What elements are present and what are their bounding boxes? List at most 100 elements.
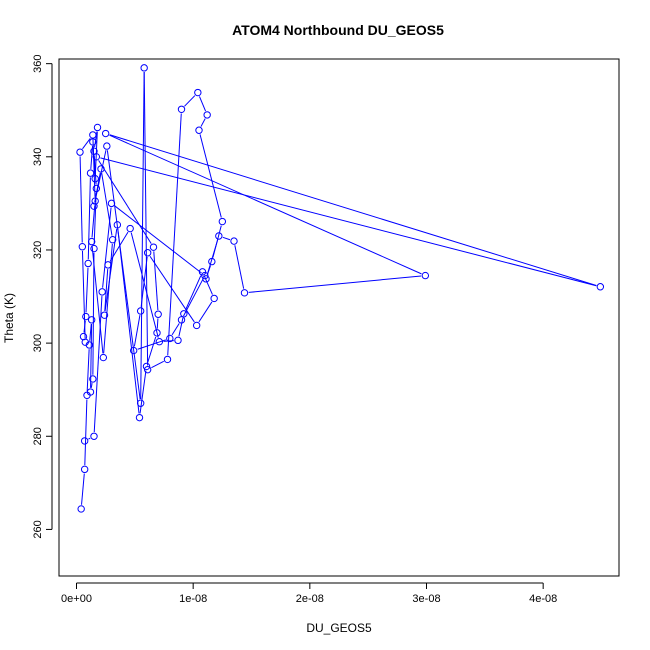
series-group xyxy=(76,64,605,513)
series-segment xyxy=(137,339,167,350)
data-point xyxy=(142,362,151,371)
data-point xyxy=(86,388,95,396)
data-point xyxy=(218,217,227,226)
series-segment xyxy=(198,96,207,112)
series-segment xyxy=(82,137,91,150)
data-point xyxy=(240,289,249,297)
data-point xyxy=(136,399,145,407)
data-point xyxy=(89,138,97,146)
series-segment xyxy=(109,134,422,275)
series-segment xyxy=(198,301,213,323)
series-segment xyxy=(109,231,129,262)
data-point xyxy=(81,338,89,346)
series-segment xyxy=(101,172,113,236)
series-segment xyxy=(93,192,97,245)
series-segment xyxy=(84,399,88,466)
data-point xyxy=(174,336,182,345)
y-axis-label: Theta (K) xyxy=(2,293,16,343)
data-point xyxy=(126,224,134,233)
x-tick-label: 1e-08 xyxy=(179,593,207,605)
series-segment xyxy=(130,232,159,338)
series-segment xyxy=(81,250,86,339)
series-segment xyxy=(117,228,140,414)
y-tick-label: 320 xyxy=(32,241,44,259)
data-point xyxy=(143,249,152,257)
data-point xyxy=(113,221,122,229)
data-point xyxy=(203,111,211,119)
series-segment xyxy=(109,134,597,286)
y-tick-label: 280 xyxy=(32,427,44,445)
data-point xyxy=(140,64,148,72)
data-point xyxy=(107,199,116,208)
series-segment xyxy=(85,267,89,313)
data-point xyxy=(87,237,96,246)
data-point xyxy=(93,123,102,132)
series-segment xyxy=(103,243,113,354)
series-segment xyxy=(151,360,164,369)
data-point xyxy=(91,175,99,183)
series-segment xyxy=(156,318,159,329)
x-axis-label: DU_GEOS5 xyxy=(306,621,372,635)
y-tick-label: 360 xyxy=(32,54,44,72)
series-segment xyxy=(106,150,141,400)
data-point xyxy=(103,142,111,150)
series-segment xyxy=(199,134,222,218)
data-point xyxy=(97,165,105,173)
data-point xyxy=(129,346,138,355)
series-segment xyxy=(104,269,109,312)
data-point xyxy=(90,432,98,440)
data-point xyxy=(92,184,101,193)
plot-frame xyxy=(58,58,620,577)
series-segment xyxy=(184,95,196,107)
series-segment xyxy=(90,383,93,388)
series-segment xyxy=(114,205,202,274)
series-segment xyxy=(92,139,96,197)
data-point xyxy=(78,243,87,251)
data-point xyxy=(154,310,162,318)
data-point xyxy=(163,355,172,364)
data-point xyxy=(104,261,112,269)
y-tick-label: 260 xyxy=(32,520,44,538)
data-point xyxy=(202,275,210,283)
series-segment xyxy=(200,118,206,127)
data-point xyxy=(195,126,203,134)
series-segment xyxy=(89,323,92,341)
data-point xyxy=(91,197,99,205)
data-point xyxy=(76,148,84,156)
series-segment xyxy=(88,437,91,440)
data-point xyxy=(80,465,89,474)
data-point xyxy=(99,353,108,362)
data-point xyxy=(192,321,201,330)
y-tick-label: 300 xyxy=(32,334,44,352)
x-tick-label: 2e-08 xyxy=(296,593,324,605)
series-segment xyxy=(91,245,104,354)
series-segment xyxy=(153,251,159,311)
data-point xyxy=(177,105,186,114)
chart-title: ATOM4 Northbound DU_GEOS5 xyxy=(232,22,444,38)
series-segment xyxy=(206,239,219,275)
data-point xyxy=(177,316,186,324)
data-point xyxy=(90,244,98,253)
series-segment xyxy=(248,275,422,293)
series-segment xyxy=(140,72,145,400)
data-point xyxy=(80,437,89,445)
series-segment xyxy=(171,323,180,336)
y-tick-label: 340 xyxy=(32,148,44,166)
series-segment xyxy=(147,336,157,363)
x-tick-label: 3e-08 xyxy=(412,593,440,605)
data-point xyxy=(77,505,85,513)
series-segment xyxy=(149,255,195,323)
series-segment xyxy=(87,177,91,260)
data-point xyxy=(166,334,174,343)
series-segment xyxy=(167,113,182,356)
data-point xyxy=(210,294,218,303)
data-point xyxy=(215,232,223,240)
y-axis: 260 280 300 320 340 360 xyxy=(32,54,53,539)
data-point xyxy=(136,307,145,315)
series-segment xyxy=(86,349,90,392)
series-segment xyxy=(91,205,96,238)
data-point xyxy=(90,202,98,210)
series-segment xyxy=(93,296,103,433)
